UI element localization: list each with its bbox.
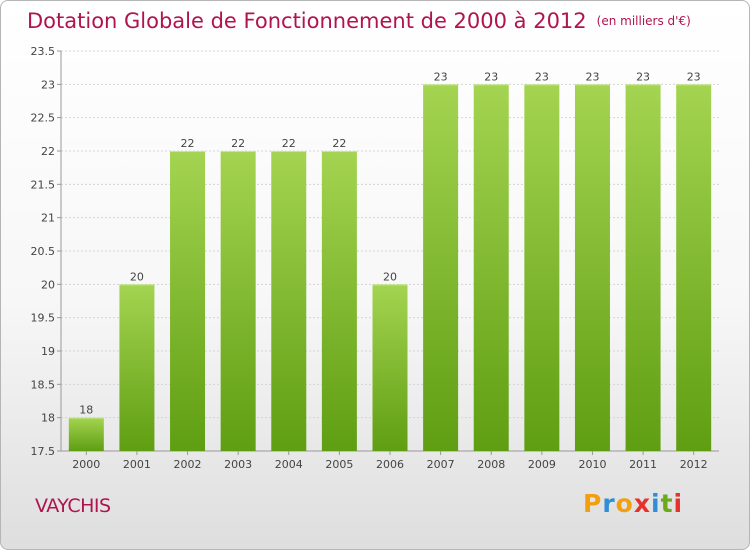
y-tick-label: 22 xyxy=(41,145,55,158)
bar-value-label: 20 xyxy=(130,270,144,283)
bar-2001 xyxy=(119,284,155,451)
chart-title-text: Dotation Globale de Fonctionnement de 20… xyxy=(27,9,587,33)
y-tick-label: 22.5 xyxy=(31,112,56,125)
bar-2000 xyxy=(68,417,104,451)
y-tick-label: 18.5 xyxy=(31,378,56,391)
bar-value-label: 23 xyxy=(535,70,549,83)
x-tick-label: 2005 xyxy=(325,458,353,471)
bar-value-label: 20 xyxy=(383,270,397,283)
x-tick-label: 2011 xyxy=(629,458,657,471)
bar-2010 xyxy=(574,84,610,451)
logo-letter: i xyxy=(673,489,684,518)
logo-letter: o xyxy=(615,489,634,518)
chart-title: Dotation Globale de Fonctionnement de 20… xyxy=(27,9,691,33)
y-tick-label: 23.5 xyxy=(31,45,56,58)
y-tick-label: 20.5 xyxy=(31,245,56,258)
bar-value-label: 22 xyxy=(231,137,245,150)
y-tick-label: 19 xyxy=(41,345,55,358)
x-tick-label: 2000 xyxy=(72,458,100,471)
x-tick-label: 2012 xyxy=(680,458,708,471)
bar-2009 xyxy=(524,84,560,451)
bar-2012 xyxy=(676,84,712,451)
bar-2006 xyxy=(372,284,408,451)
x-tick-label: 2009 xyxy=(528,458,556,471)
bar-2002 xyxy=(170,151,206,451)
y-tick-label: 21.5 xyxy=(31,178,56,191)
x-tick-label: 2010 xyxy=(578,458,606,471)
chart-unit: (en milliers d'€) xyxy=(596,14,691,28)
x-tick-label: 2002 xyxy=(174,458,202,471)
y-tick-label: 19.5 xyxy=(31,312,56,325)
town-name: VAYCHIS xyxy=(35,495,111,517)
bar-value-label: 23 xyxy=(636,70,650,83)
bar-value-label: 23 xyxy=(434,70,448,83)
logo-letter: P xyxy=(583,489,603,518)
y-tick-label: 21 xyxy=(41,212,55,225)
bars: 18 20 22 22 22 22 20 23 23 23 23 23 23 xyxy=(68,70,712,451)
bar-2005 xyxy=(321,151,357,451)
y-tick-label: 17.5 xyxy=(31,445,56,458)
bar-2004 xyxy=(271,151,307,451)
y-tick-label: 23 xyxy=(41,78,55,91)
y-tick-label: 18 xyxy=(41,412,55,425)
bar-2011 xyxy=(625,84,661,451)
bar-value-label: 22 xyxy=(282,137,296,150)
logo-letter: i xyxy=(651,489,661,518)
x-tick-label: 2007 xyxy=(427,458,455,471)
x-tick-label: 2003 xyxy=(224,458,252,471)
x-tick-label: 2004 xyxy=(275,458,303,471)
bar-value-label: 22 xyxy=(181,137,195,150)
y-tick-label: 20 xyxy=(41,278,55,291)
bar-value-label: 22 xyxy=(332,137,346,150)
bar-2007 xyxy=(423,84,459,451)
x-tick-label: 2008 xyxy=(477,458,505,471)
logo-letter: x xyxy=(633,489,651,518)
x-tick-label: 2001 xyxy=(123,458,151,471)
bar-value-label: 23 xyxy=(585,70,599,83)
y-tick-labels: 17.5 18 18.5 19 19.5 20 20.5 21 21.5 22 22.5 23 23.5 xyxy=(31,45,56,458)
bar-value-label: 23 xyxy=(687,70,701,83)
proxiti-logo[interactable]: Proxiti xyxy=(583,489,683,518)
logo-letter: r xyxy=(602,489,616,518)
x-tick-labels: 2000 2001 2002 2003 2004 2005 2006 2007 2008 2009… xyxy=(72,458,707,471)
bar-value-label: 23 xyxy=(484,70,498,83)
bar-2003 xyxy=(220,151,256,451)
x-tick-label: 2006 xyxy=(376,458,404,471)
bar-value-label: 18 xyxy=(79,404,93,417)
bar-2008 xyxy=(473,84,509,451)
logo-letter: t xyxy=(660,489,674,518)
